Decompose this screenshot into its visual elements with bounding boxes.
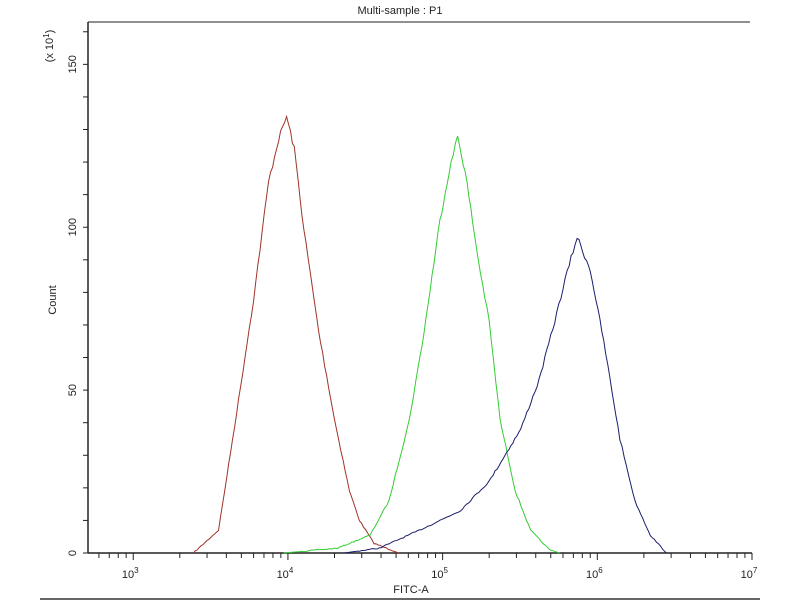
svg-text:(x 101): (x 101) <box>42 30 56 63</box>
series-line-0 <box>193 114 399 554</box>
y-axis-label-group: Count <box>47 285 59 314</box>
x-tick-label: 103 <box>122 566 139 581</box>
x-tick-label: 104 <box>277 566 294 581</box>
x-axis-label: FITC-A <box>393 584 429 596</box>
y-axis-label: Count <box>47 285 59 314</box>
y-tick-label: 50 <box>67 384 79 396</box>
y-tick-label-group: 100 <box>67 218 79 236</box>
series-line-2 <box>343 237 667 554</box>
x-tick-label: 107 <box>741 566 758 581</box>
y-tick-label: 100 <box>67 218 79 236</box>
chart-title: Multi-sample : P1 <box>358 5 443 17</box>
y-multiplier: (x 101) <box>42 30 56 63</box>
y-tick-label-group: 150 <box>67 55 79 73</box>
y-tick-label: 150 <box>67 55 79 73</box>
y-tick-label: 0 <box>67 550 79 556</box>
y-tick-label-group: 0 <box>67 550 79 556</box>
x-tick-label: 105 <box>431 566 448 581</box>
x-tick-label: 106 <box>586 566 603 581</box>
y-tick-label-group: 50 <box>67 384 79 396</box>
y-multiplier-exp: 1 <box>42 33 51 38</box>
y-multiplier-label: (x 10 <box>44 38 56 62</box>
series-line-1 <box>283 135 560 554</box>
